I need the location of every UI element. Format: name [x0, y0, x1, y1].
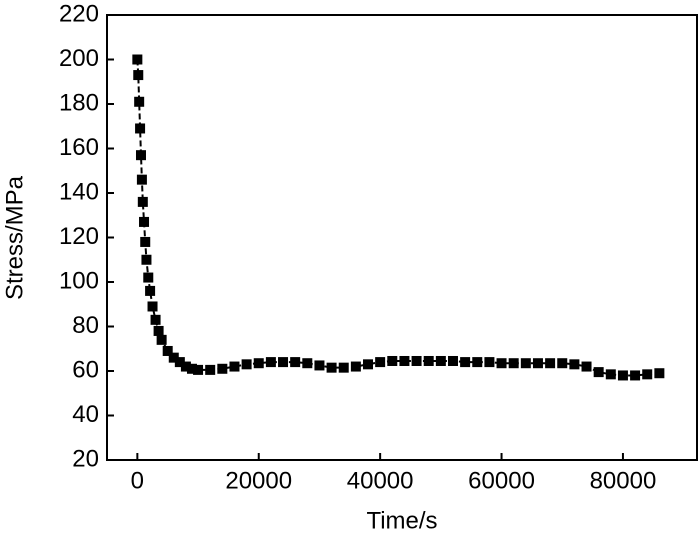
marker — [168, 352, 179, 363]
marker — [350, 361, 361, 372]
x-tick-label: 40000 — [347, 467, 414, 494]
marker — [153, 325, 164, 336]
marker — [654, 368, 665, 379]
marker — [411, 355, 422, 366]
marker — [642, 369, 653, 380]
marker — [520, 358, 531, 369]
marker — [399, 355, 410, 366]
marker — [375, 357, 386, 368]
y-tick-label: 220 — [59, 0, 99, 27]
x-tick-label: 0 — [131, 467, 144, 494]
marker — [133, 70, 144, 81]
marker — [180, 361, 191, 372]
marker — [147, 301, 158, 312]
marker — [193, 364, 204, 375]
x-axis-label: Time/s — [366, 507, 437, 534]
marker — [363, 359, 374, 370]
marker — [145, 285, 156, 296]
y-tick-label: 140 — [59, 178, 99, 205]
marker — [557, 358, 568, 369]
y-tick-label: 100 — [59, 267, 99, 294]
marker — [174, 357, 185, 368]
marker — [278, 357, 289, 368]
marker — [253, 358, 264, 369]
marker — [472, 357, 483, 368]
marker — [508, 358, 519, 369]
y-axis-label: Stress/MPa — [1, 175, 28, 300]
marker — [140, 236, 151, 247]
marker — [605, 369, 616, 380]
y-tick-label: 80 — [72, 312, 99, 339]
marker — [447, 355, 458, 366]
marker — [545, 358, 556, 369]
marker — [326, 362, 337, 373]
marker — [141, 254, 152, 265]
marker — [137, 196, 148, 207]
marker — [338, 362, 349, 373]
marker — [423, 355, 434, 366]
marker — [593, 367, 604, 378]
marker — [136, 174, 147, 185]
marker — [241, 359, 252, 370]
y-tick-label: 200 — [59, 45, 99, 72]
marker — [135, 150, 146, 161]
x-tick-label: 80000 — [590, 467, 657, 494]
marker — [532, 358, 543, 369]
marker — [156, 334, 167, 345]
marker — [132, 54, 143, 65]
marker — [630, 370, 641, 381]
marker — [143, 272, 154, 283]
marker — [460, 357, 471, 368]
y-tick-label: 120 — [59, 223, 99, 250]
y-tick-label: 60 — [72, 356, 99, 383]
marker — [484, 357, 495, 368]
marker — [205, 364, 216, 375]
marker — [617, 370, 628, 381]
marker — [387, 355, 398, 366]
marker — [150, 314, 161, 325]
y-tick-label: 40 — [72, 401, 99, 428]
marker — [139, 216, 150, 227]
marker — [435, 355, 446, 366]
x-tick-label: 60000 — [468, 467, 535, 494]
marker — [290, 357, 301, 368]
marker — [265, 357, 276, 368]
y-tick-label: 20 — [72, 445, 99, 472]
marker — [581, 361, 592, 372]
marker — [217, 363, 228, 374]
marker — [186, 363, 197, 374]
y-tick-label: 180 — [59, 89, 99, 116]
marker — [134, 96, 145, 107]
marker — [569, 359, 580, 370]
x-tick-label: 20000 — [225, 467, 292, 494]
plot-frame — [106, 14, 698, 461]
marker — [135, 123, 146, 134]
marker — [314, 360, 325, 371]
series-line — [136, 59, 660, 377]
marker — [302, 358, 313, 369]
marker — [162, 345, 173, 356]
marker — [496, 358, 507, 369]
marker — [229, 361, 240, 372]
y-tick-label: 160 — [59, 134, 99, 161]
